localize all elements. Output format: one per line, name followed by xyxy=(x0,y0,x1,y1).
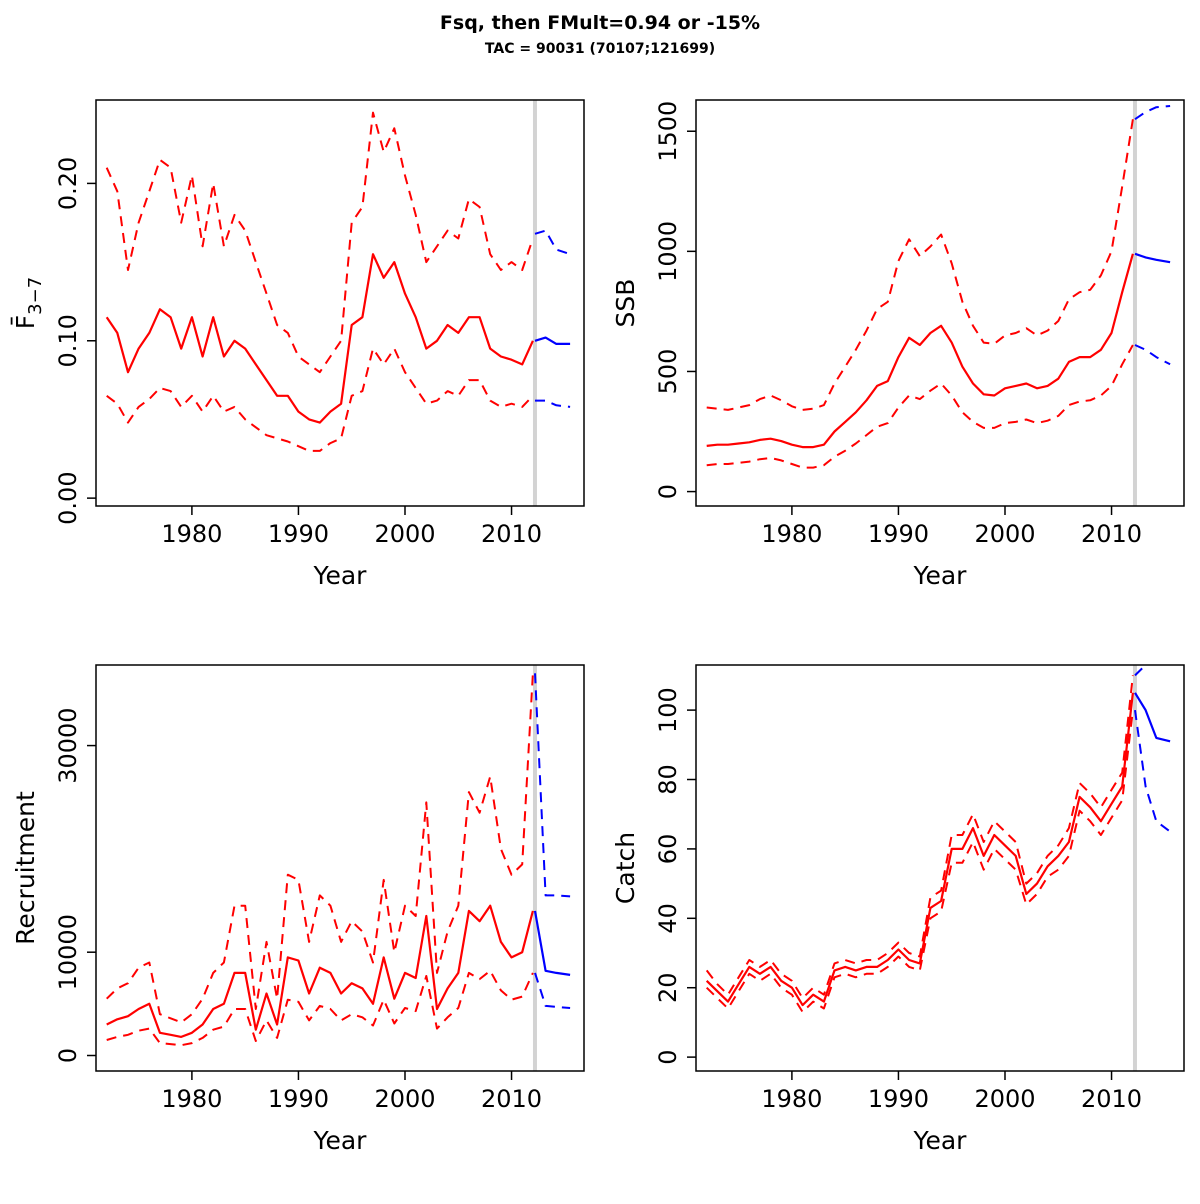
fbar-y-tick-label: 0.20 xyxy=(54,157,82,210)
recruitment-x-tick-label: 2000 xyxy=(374,1085,435,1113)
ssb-x-tick-label: 1980 xyxy=(761,520,822,548)
ssb-median-projection xyxy=(1134,252,1171,264)
ssb-y-axis-title: SSB xyxy=(611,279,640,328)
catch-y-tick-label: 0 xyxy=(654,1049,682,1064)
catch-y-tick-label: 80 xyxy=(654,764,682,795)
ssb-x-tick-label: 2000 xyxy=(974,520,1035,548)
panel-ssb: 1980 1990 2000 2010 0 500 1000 1500 Year SSB xyxy=(600,70,1200,635)
recruitment-upper-ci-historical xyxy=(106,673,534,1024)
fbar-plot-box xyxy=(95,99,585,507)
figure-header: Fsq, then FMult=0.94 or -15% TAC = 90031… xyxy=(0,12,1200,57)
ssb-upper-ci-projection xyxy=(1134,105,1171,121)
ssb-lower-ci-historical xyxy=(706,344,1134,469)
catch-x-tick-label: 1990 xyxy=(868,1085,929,1113)
recruitment-lower-ci-projection xyxy=(534,972,571,1009)
catch-median-projection xyxy=(1134,692,1171,743)
ssb-y-tick-label: 1500 xyxy=(654,101,682,162)
ssb-y-tick-label: 0 xyxy=(654,484,682,499)
catch-y-tick-label: 20 xyxy=(654,972,682,1003)
recruitment-median-historical xyxy=(106,904,534,1038)
ssb-upper-ci-historical xyxy=(706,119,1134,411)
fbar-y-tick-label: 0.10 xyxy=(54,314,82,367)
ssb-x-tick-label: 2010 xyxy=(1081,520,1142,548)
catch-plot: 1980 1990 2000 2010 0 20 40 60 80 100 Year Catch xyxy=(611,664,1185,1155)
panel-fbar: 1980 1990 2000 2010 0.00 0.10 0.20 Year F̄3−7 xyxy=(0,70,600,635)
recruitment-x-axis-title: Year xyxy=(313,1126,368,1155)
catch-x-tick-label: 2000 xyxy=(974,1085,1035,1113)
catch-y-tick-label: 100 xyxy=(654,687,682,733)
recruitment-y-tick-label: 0 xyxy=(54,1048,82,1063)
fbar-x-axis-title: Year xyxy=(313,561,368,590)
recruitment-y-tick-label: 30000 xyxy=(54,707,82,783)
panel-recruitment: 1980 1990 2000 2010 0 10000 30000 Year Recruitme… xyxy=(0,635,600,1200)
fbar-lower-ci-projection xyxy=(535,399,571,408)
ssb-y-tick-label: 500 xyxy=(654,349,682,395)
recruitment-plot: 1980 1990 2000 2010 0 10000 30000 Year Recruitme… xyxy=(11,664,585,1155)
catch-lower-ci-projection xyxy=(1134,709,1171,833)
fbar-x-tick-label: 2010 xyxy=(481,520,542,548)
catch-y-axis-title: Catch xyxy=(611,832,640,904)
figure-title: Fsq, then FMult=0.94 or -15% xyxy=(439,12,761,34)
ssb-lower-ci-projection xyxy=(1134,344,1171,366)
recruitment-median-projection xyxy=(533,910,571,976)
catch-median-historical xyxy=(705,692,1134,1007)
panel-catch: 1980 1990 2000 2010 0 20 40 60 80 100 Year Catch xyxy=(600,635,1200,1200)
ssb-plot-box xyxy=(695,99,1185,507)
ssb-x-axis-title: Year xyxy=(913,561,968,590)
recruitment-x-tick-label: 1980 xyxy=(161,1085,222,1113)
fbar-x-tick-label: 2000 xyxy=(374,520,435,548)
catch-x-tick-label: 2010 xyxy=(1081,1085,1142,1113)
recruitment-x-tick-label: 2010 xyxy=(481,1085,542,1113)
fbar-median-historical xyxy=(105,253,534,424)
figure-subtitle: TAC = 90031 (70107;121699) xyxy=(484,41,716,57)
catch-plot-box xyxy=(695,664,1185,1072)
ssb-y-tick-label: 1000 xyxy=(654,221,682,282)
ssb-plot: 1980 1990 2000 2010 0 500 1000 1500 Year SSB xyxy=(611,99,1185,590)
fbar-y-tick-label: 0.00 xyxy=(54,471,82,524)
recruitment-x-tick-label: 1990 xyxy=(268,1085,329,1113)
ssb-x-tick-label: 1990 xyxy=(868,520,929,548)
catch-upper-ci-historical xyxy=(705,675,1134,1000)
catch-lower-ci-historical xyxy=(705,709,1134,1013)
fbar-upper-ci-historical xyxy=(105,111,534,374)
catch-upper-ci-projection xyxy=(1134,665,1148,677)
recruitment-upper-ci-projection xyxy=(534,673,571,898)
ssb-median-historical xyxy=(706,253,1134,449)
fbar-y-axis-title: F̄3−7 xyxy=(10,277,46,329)
fbar-lower-ci-historical xyxy=(106,347,534,452)
recruitment-plot-box xyxy=(95,664,585,1072)
recruitment-y-tick-label: 10000 xyxy=(54,914,82,990)
catch-x-axis-title: Year xyxy=(913,1126,968,1155)
fbar-plot: 1980 1990 2000 2010 0.00 0.10 0.20 Year F̄3−7 xyxy=(10,99,585,590)
fbar-upper-ci-projection xyxy=(534,229,571,256)
fbar-x-tick-label: 1990 xyxy=(268,520,329,548)
catch-y-tick-label: 60 xyxy=(654,834,682,865)
catch-y-tick-label: 40 xyxy=(654,903,682,934)
fbar-median-projection xyxy=(534,336,571,345)
catch-x-tick-label: 1980 xyxy=(761,1085,822,1113)
recruitment-y-axis-title: Recruitment xyxy=(11,791,40,945)
recruitment-lower-ci-historical xyxy=(106,969,534,1047)
fbar-x-tick-label: 1980 xyxy=(161,520,222,548)
